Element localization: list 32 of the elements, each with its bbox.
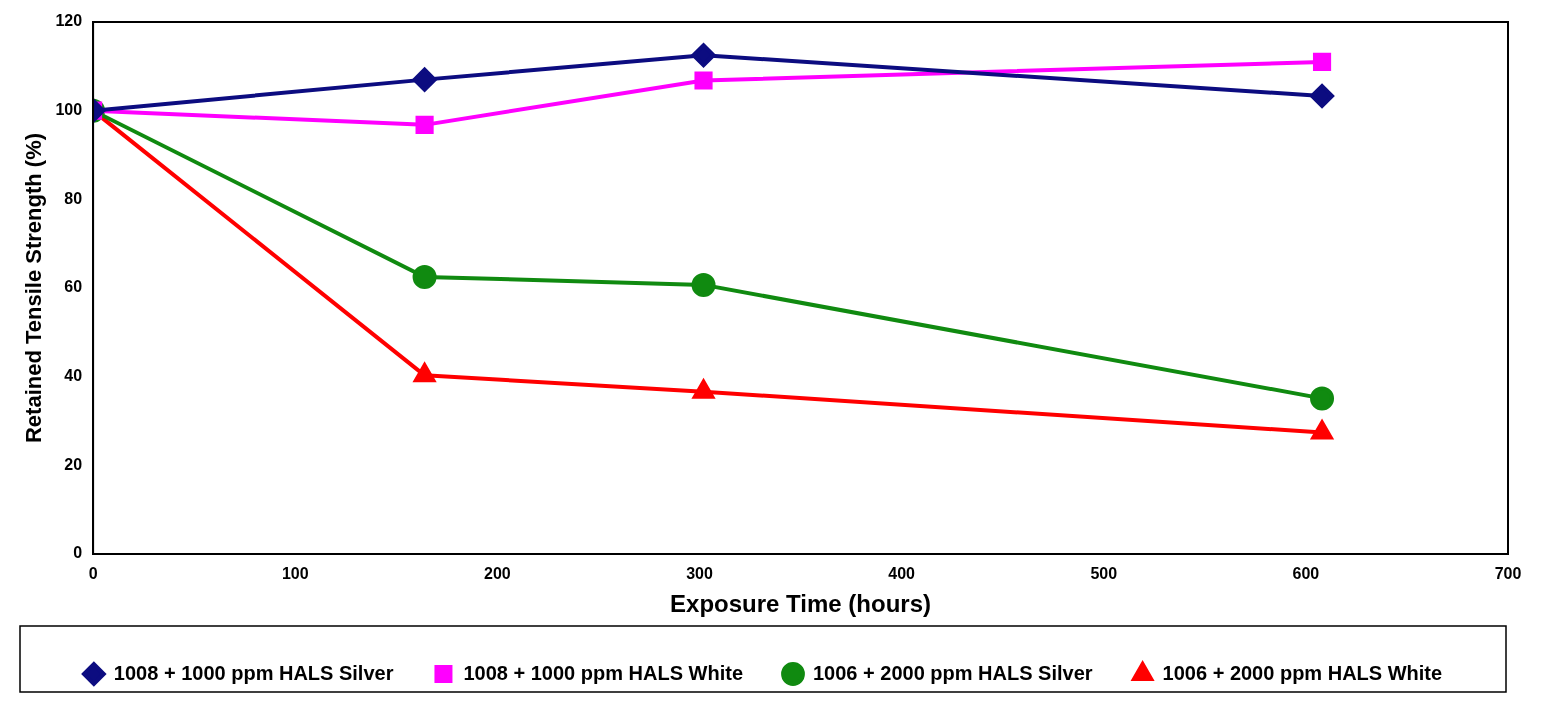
x-tick-label: 600: [1292, 565, 1320, 583]
x-tick-label: 0: [88, 565, 98, 583]
x-tick-label: 500: [1090, 565, 1118, 583]
x-tick-label: 100: [281, 565, 309, 583]
x-tick-label: 200: [484, 565, 511, 583]
point: [691, 43, 716, 68]
legend-label: 1006 + 2000 ppm HALS White: [1162, 661, 1443, 684]
point: [1312, 52, 1332, 71]
point: [1310, 84, 1335, 109]
y-tick-label: 60: [64, 278, 83, 296]
x-axis-title: Exposure Time (hours): [670, 590, 932, 618]
legend-label: 1006 + 2000 ppm HALS Silver: [813, 661, 1093, 684]
point: [691, 272, 716, 297]
legend-label: 1008 + 1000 ppm HALS White: [463, 661, 744, 684]
point: [691, 377, 716, 399]
x-tick-label: 400: [888, 565, 916, 583]
legend-label: 1008 + 1000 ppm HALS Silver: [113, 661, 394, 684]
y-tick-label: 40: [64, 367, 83, 385]
x-tick-label: 300: [686, 565, 713, 583]
point: [412, 67, 437, 92]
point: [413, 363, 436, 383]
y-tick-label: 120: [55, 12, 83, 30]
x-tick-label: 700: [1494, 565, 1522, 583]
y-tick-label: 80: [64, 189, 83, 207]
y-tick-label: 20: [64, 455, 83, 473]
y-tick-label: 100: [55, 101, 83, 119]
y-tick-label: 0: [73, 544, 83, 562]
y-axis-title: Retained Tensile Strength (%): [21, 132, 47, 444]
point: [412, 264, 437, 289]
point: [1310, 418, 1334, 440]
point: [694, 71, 713, 90]
point: [415, 115, 434, 134]
